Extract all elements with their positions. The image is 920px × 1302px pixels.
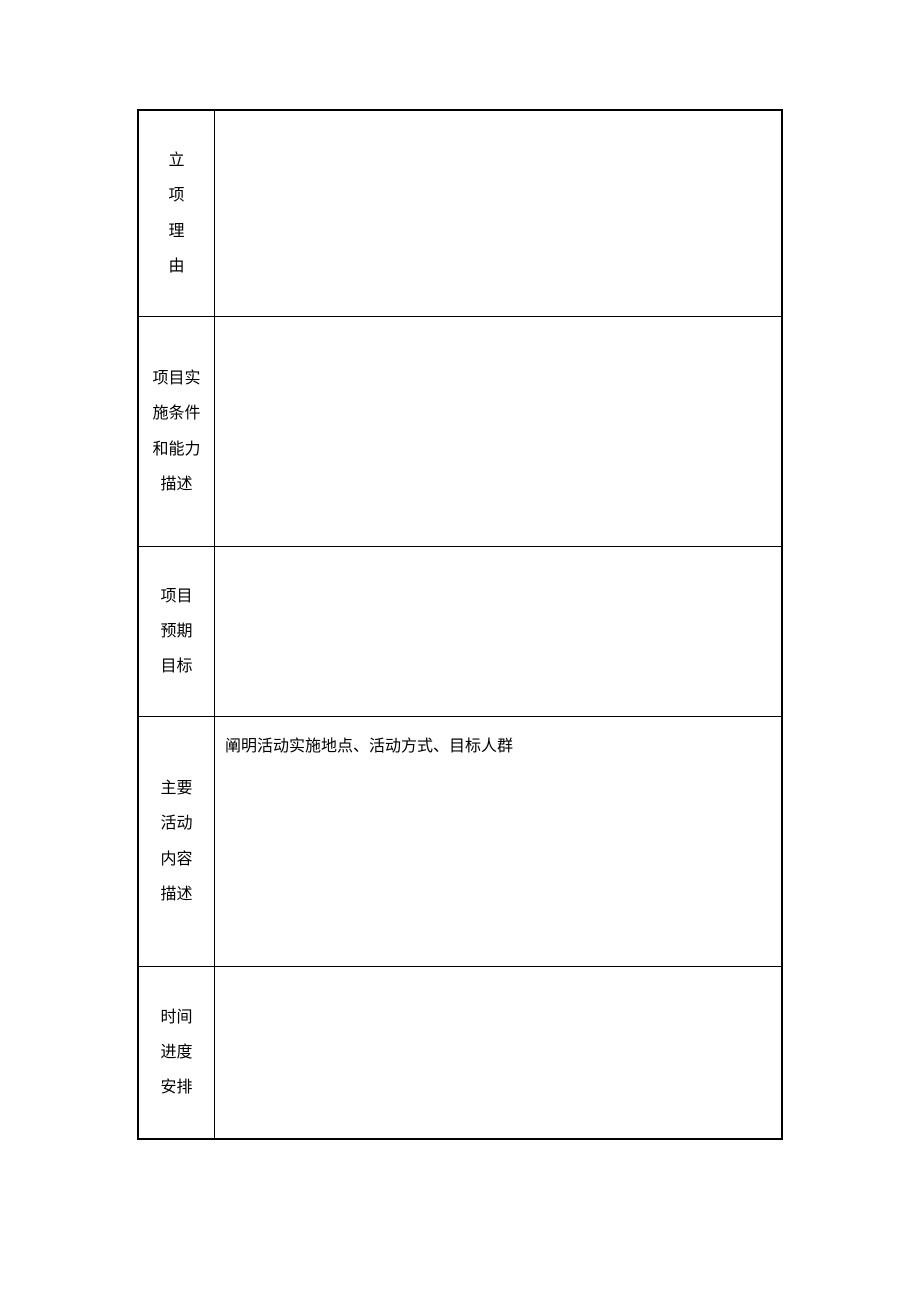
row-content-cell (215, 547, 782, 717)
label-line: 主要 (149, 771, 204, 806)
label-char: 理 (149, 214, 204, 249)
row-content-cell (215, 967, 782, 1139)
label-char: 由 (149, 249, 204, 284)
row-label-cell: 主要 活动 内容 描述 (139, 717, 215, 967)
content-text: 阐明活动实施地点、活动方式、目标人群 (225, 738, 513, 755)
label-text: 项目实 施条件 和能力 描述 (149, 361, 204, 502)
label-line: 预期 (149, 614, 204, 649)
row-label-cell: 项目实 施条件 和能力 描述 (139, 317, 215, 547)
label-line: 施条件 (149, 396, 204, 431)
label-line: 项目 (149, 579, 204, 614)
table-row: 项目实 施条件 和能力 描述 (139, 317, 782, 547)
label-line: 描述 (149, 467, 204, 502)
table-row: 主要 活动 内容 描述 阐明活动实施地点、活动方式、目标人群 (139, 717, 782, 967)
label-line: 活动 (149, 806, 204, 841)
table-row: 项目 预期 目标 (139, 547, 782, 717)
label-line: 时间 (149, 1000, 204, 1035)
row-content-cell (215, 317, 782, 547)
label-char: 项 (149, 178, 204, 213)
row-label-cell: 项目 预期 目标 (139, 547, 215, 717)
label-line: 描述 (149, 877, 204, 912)
label-line: 进度 (149, 1035, 204, 1070)
row-label-cell: 立 项 理 由 (139, 111, 215, 317)
label-text: 立 项 理 由 (149, 143, 204, 284)
table-row: 时间 进度 安排 (139, 967, 782, 1139)
form-table: 立 项 理 由 项目实 施条件 和能力 描述 (138, 110, 782, 1139)
label-text: 项目 预期 目标 (149, 579, 204, 685)
row-label-cell: 时间 进度 安排 (139, 967, 215, 1139)
label-line: 和能力 (149, 432, 204, 467)
label-line: 内容 (149, 842, 204, 877)
label-line: 目标 (149, 649, 204, 684)
label-line: 安排 (149, 1070, 204, 1105)
label-text: 主要 活动 内容 描述 (149, 771, 204, 912)
row-content-cell (215, 111, 782, 317)
table-row: 立 项 理 由 (139, 111, 782, 317)
form-table-container: 立 项 理 由 项目实 施条件 和能力 描述 (137, 109, 783, 1140)
row-content-cell: 阐明活动实施地点、活动方式、目标人群 (215, 717, 782, 967)
label-char: 立 (149, 143, 204, 178)
label-line: 项目实 (149, 361, 204, 396)
label-text: 时间 进度 安排 (149, 1000, 204, 1106)
